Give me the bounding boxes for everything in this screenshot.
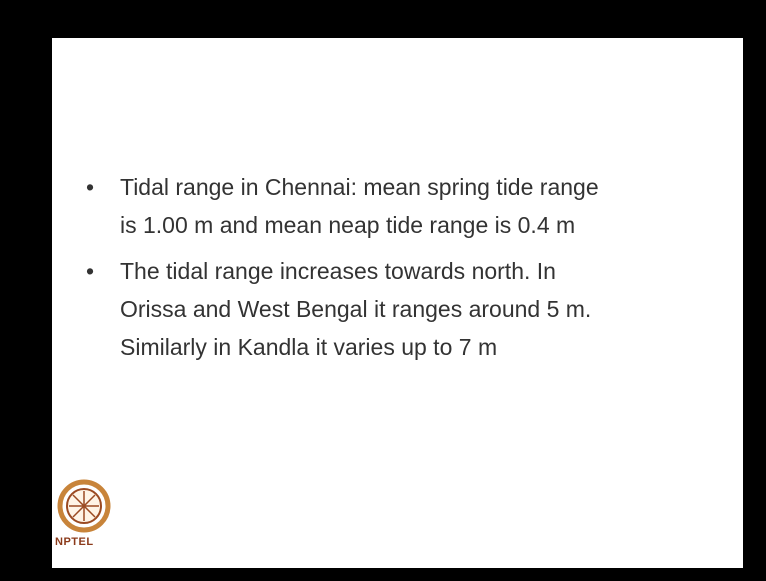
- bullet-dot: •: [86, 258, 95, 284]
- bullet-text-line: The tidal range increases towards north.…: [120, 258, 556, 284]
- bullet-list: • Tidal range in Chennai: mean spring tid…: [86, 168, 599, 374]
- logo-text: NPTEL: [55, 536, 94, 548]
- bullet: • Tidal range in Chennai: mean spring tid…: [86, 168, 599, 244]
- slide: • Tidal range in Chennai: mean spring tid…: [52, 38, 743, 568]
- logo-emblem: [57, 479, 111, 533]
- logo-ring: [57, 479, 111, 533]
- logo: NPTEL: [54, 474, 118, 554]
- logo-spokes: [69, 491, 99, 521]
- bullet-text-line: Orissa and West Bengal it ranges around …: [120, 296, 592, 322]
- bullet-text-line: Tidal range in Chennai: mean spring tide…: [120, 174, 599, 200]
- bullet: • The tidal range increases towards north…: [86, 252, 599, 366]
- bullet-text-line: is 1.00 m and mean neap tide range is 0.…: [120, 212, 576, 238]
- bullet-text-line: Similarly in Kandla it varies up to 7 m: [120, 334, 498, 360]
- bullet-dot: •: [86, 174, 95, 200]
